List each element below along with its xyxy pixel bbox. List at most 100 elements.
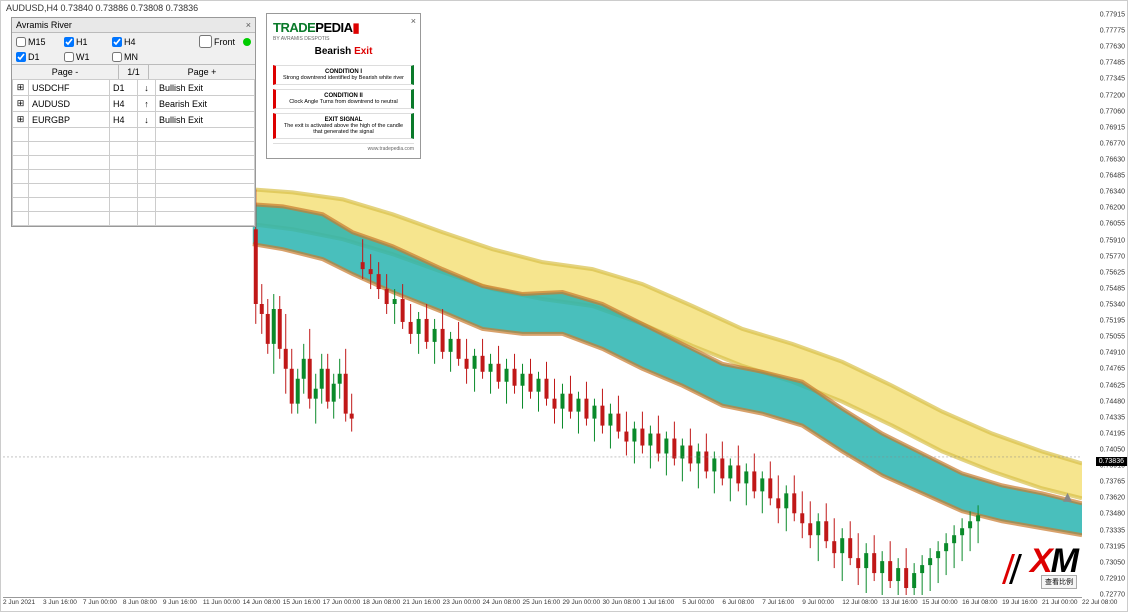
x-tick: 25 Jun 16:00: [523, 599, 561, 606]
y-tick: 0.75195: [1100, 318, 1125, 325]
x-tick: 30 Jun 08:00: [602, 599, 640, 606]
y-tick: 0.75340: [1100, 302, 1125, 309]
x-tick: 11 Jun 00:00: [203, 599, 240, 606]
y-tick: 0.76630: [1100, 157, 1125, 164]
direction-icon: ↓: [137, 80, 155, 96]
tradepedia-subtitle: BY AVRAMIS DESPOTIS: [273, 36, 414, 42]
y-tick: 0.75910: [1100, 237, 1125, 244]
tradepedia-footer: www.tradepedia.com: [273, 143, 414, 152]
signal-title: Bearish Exit: [273, 46, 414, 57]
x-tick: 15 Jul 00:00: [922, 599, 957, 606]
table-row-empty: [13, 170, 255, 184]
x-tick: 19 Jul 16:00: [1002, 599, 1037, 606]
direction-icon: ↓: [137, 112, 155, 128]
x-tick: 21 Jun 16:00: [403, 599, 441, 606]
x-tick: 8 Jun 08:00: [123, 599, 157, 606]
y-axis: 0.77915 0.77775 0.77630 0.77485 0.77345 0.772…: [1084, 15, 1127, 595]
timeframe-row-2: D1 W1 MN: [12, 50, 255, 64]
signal-text: Bullish Exit: [155, 112, 254, 128]
symbol-tf: D1: [109, 80, 137, 96]
y-tick: 0.76200: [1100, 205, 1125, 212]
expand-icon[interactable]: ⊞: [13, 80, 29, 96]
x-tick: 9 Jun 16:00: [163, 599, 197, 606]
x-tick: 3 Jun 16:00: [43, 599, 77, 606]
symbol-name: AUDUSD: [29, 96, 110, 112]
symbol-name: EURGBP: [29, 112, 110, 128]
x-tick: 22 Jul 08:00: [1082, 599, 1117, 606]
x-tick: 7 Jul 16:00: [762, 599, 794, 606]
y-tick: 0.77345: [1100, 76, 1125, 83]
x-tick: 2 Jun 2021: [3, 599, 35, 606]
y-tick: 0.75770: [1100, 253, 1125, 260]
symbol-tf: H4: [109, 112, 137, 128]
direction-icon: ↑: [137, 96, 155, 112]
y-tick: 0.76915: [1100, 124, 1125, 131]
tf-m15[interactable]: M15: [16, 37, 60, 47]
y-tick: 0.76770: [1100, 140, 1125, 147]
y-tick: 0.77630: [1100, 44, 1125, 51]
panel-title: Avramis River: [16, 20, 72, 30]
y-tick: 0.74910: [1100, 350, 1125, 357]
x-tick: 24 Jun 08:00: [483, 599, 521, 606]
close-icon[interactable]: ×: [246, 20, 251, 30]
table-row-empty: [13, 184, 255, 198]
y-tick: 0.72910: [1100, 575, 1125, 582]
y-tick: 0.76485: [1100, 173, 1125, 180]
table-row-empty: [13, 198, 255, 212]
zoom-ratio-button[interactable]: 查看比例: [1041, 575, 1077, 589]
y-tick: 0.77915: [1100, 12, 1125, 19]
x-tick: 13 Jul 16:00: [882, 599, 917, 606]
panel-header[interactable]: Avramis River ×: [12, 18, 255, 33]
tf-h1[interactable]: H1: [64, 37, 108, 47]
table-row[interactable]: ⊞AUDUSDH4↑Bearish Exit: [13, 96, 255, 112]
card-close-icon[interactable]: ×: [411, 16, 416, 26]
front-checkbox[interactable]: Front: [199, 35, 235, 48]
y-tick: 0.76340: [1100, 189, 1125, 196]
x-tick: 6 Jul 08:00: [722, 599, 754, 606]
table-row[interactable]: ⊞EURGBPH4↓Bullish Exit: [13, 112, 255, 128]
x-tick: 9 Jul 00:00: [802, 599, 834, 606]
y-tick: 0.77060: [1100, 108, 1125, 115]
y-tick: 0.76055: [1100, 221, 1125, 228]
page-plus-button[interactable]: Page +: [149, 65, 255, 79]
x-tick: 21 Jul 00:00: [1042, 599, 1077, 606]
y-tick: 0.77200: [1100, 92, 1125, 99]
y-tick: 0.73620: [1100, 495, 1125, 502]
tf-w1[interactable]: W1: [64, 52, 108, 62]
table-row[interactable]: ⊞USDCHFD1↓Bullish Exit: [13, 80, 255, 96]
expand-icon[interactable]: ⊞: [13, 112, 29, 128]
y-tick: 0.73765: [1100, 479, 1125, 486]
page-minus-button[interactable]: Page -: [12, 65, 119, 79]
x-tick: 23 Jun 00:00: [443, 599, 481, 606]
symbol-tf: H4: [109, 96, 137, 112]
tf-d1[interactable]: D1: [16, 52, 60, 62]
y-tick: 0.74765: [1100, 366, 1125, 373]
xm-logo: XM 查看比例: [997, 542, 1077, 589]
y-tick: 0.77775: [1100, 28, 1125, 35]
y-tick: 0.74195: [1100, 430, 1125, 437]
y-tick: 0.74050: [1100, 447, 1125, 454]
y-tick: 0.73335: [1100, 527, 1125, 534]
x-tick: 1 Jul 16:00: [642, 599, 674, 606]
page-count: 1/1: [119, 65, 149, 79]
tf-mn[interactable]: MN: [112, 52, 156, 62]
tf-h4[interactable]: H4: [112, 37, 156, 47]
y-tick: 0.73480: [1100, 511, 1125, 518]
condition-box: CONDITION IIClock Angle Turns from downt…: [273, 89, 414, 109]
condition-box: CONDITION IStrong downtrend identified b…: [273, 65, 414, 85]
x-tick: 7 Jun 00:00: [83, 599, 117, 606]
y-tick: 0.75485: [1100, 285, 1125, 292]
avramis-river-panel: Avramis River × M15 H1 H4 Front D1 W1 MN…: [11, 17, 256, 227]
y-tick: 0.73195: [1100, 543, 1125, 550]
y-tick: 0.77485: [1100, 60, 1125, 67]
y-tick: 0.74335: [1100, 414, 1125, 421]
signal-text: Bullish Exit: [155, 80, 254, 96]
current-price-label: 0.73836: [1096, 457, 1127, 466]
tradepedia-card: × TRADEPEDIA▮ BY AVRAMIS DESPOTIS Bearis…: [266, 13, 421, 159]
collapse-arrow-icon[interactable]: ▴: [1063, 486, 1072, 507]
symbol-name: USDCHF: [29, 80, 110, 96]
y-tick: 0.74480: [1100, 398, 1125, 405]
x-tick: 16 Jul 08:00: [962, 599, 997, 606]
table-row-empty: [13, 142, 255, 156]
expand-icon[interactable]: ⊞: [13, 96, 29, 112]
